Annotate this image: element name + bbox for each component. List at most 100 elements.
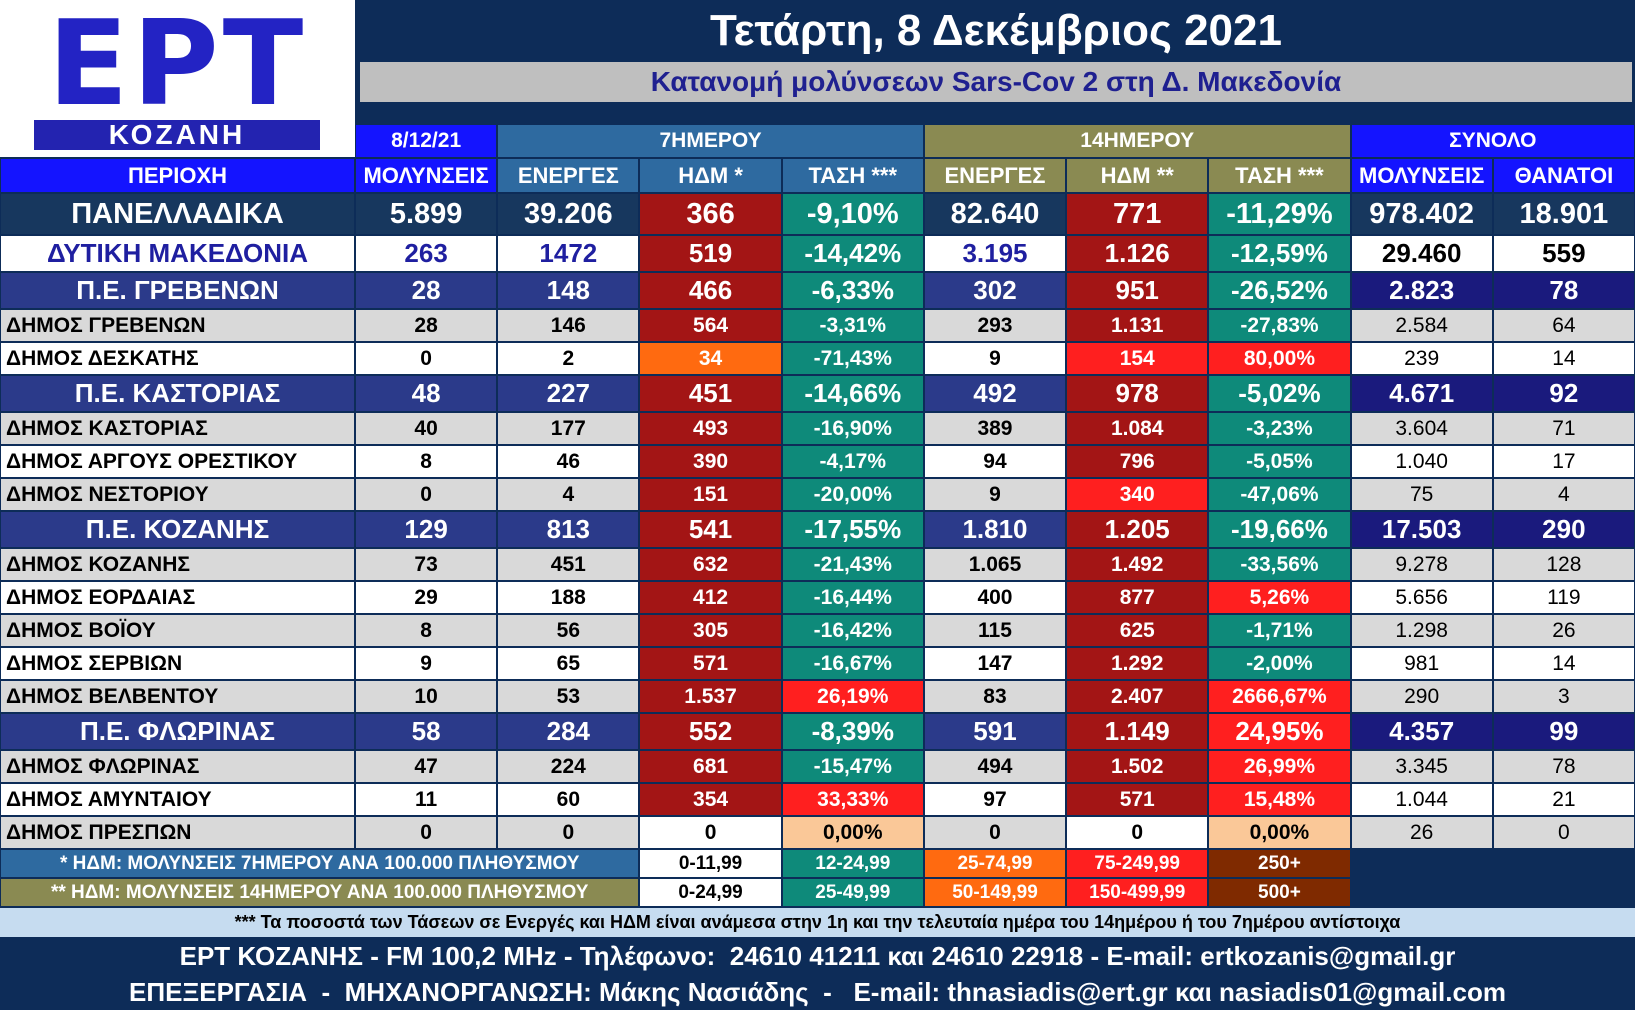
row-label: Π.Ε. ΚΟΖΑΝΗΣ [1,512,354,547]
table-cell: 5.656 [1351,582,1492,613]
column-header: ΤΑΣΗ *** [782,159,923,192]
table-cell: 2666,67% [1209,681,1350,712]
table-cell: 33,33% [782,784,923,815]
table-cell: -5,02% [1209,376,1350,411]
table-cell: 8 [356,446,497,477]
table-cell: 5,26% [1209,582,1350,613]
table-cell: 5.899 [356,194,497,234]
table-cell: 1.502 [1067,751,1208,782]
row-label: ΔΗΜΟΣ ΒΕΛΒΕΝΤΟΥ [1,681,354,712]
table-cell: 877 [1067,582,1208,613]
table-cell: -8,39% [782,714,923,749]
table-cell: -2,00% [1209,648,1350,679]
table-cell: 148 [498,273,639,308]
table-cell: 129 [356,512,497,547]
logo: ΕΡΤ [47,4,308,122]
table-cell: 571 [1067,784,1208,815]
table-cell: 400 [924,582,1066,613]
table-cell: 1.810 [924,512,1066,547]
table-cell: 28 [356,310,497,341]
table-cell: 0,00% [782,817,923,848]
table-cell: -3,31% [782,310,923,341]
table-cell: 2 [498,343,639,374]
table-cell: 3.345 [1351,751,1492,782]
table-cell: -47,06% [1209,479,1350,510]
table-cell: 451 [498,549,639,580]
group-header: 7ΗΜΕΡΟΥ [498,125,923,157]
table-cell: 591 [924,714,1066,749]
table-cell: 0 [356,817,497,848]
row-label: ΔΗΜΟΣ ΑΡΓΟΥΣ ΟΡΕΣΤΙΚΟΥ [1,446,354,477]
logo-sub: ΚΟΖΑΝΗ [34,120,320,150]
table-cell: 119 [1493,582,1634,613]
table-cell: 494 [924,751,1066,782]
row-label: ΔΗΜΟΣ ΔΕΣΚΑΤΗΣ [1,343,354,374]
table-cell: 1.292 [1067,648,1208,679]
column-header: ΗΔΜ * [640,159,781,192]
table-cell: 2.584 [1351,310,1492,341]
table-cell: -16,44% [782,582,923,613]
table-cell: 1.044 [1351,784,1492,815]
legend-range: 75-249,99 [1067,850,1208,877]
table-cell: 978 [1067,376,1208,411]
table-cell: 354 [640,784,781,815]
row-label: ΔΗΜΟΣ ΕΟΡΔΑΙΑΣ [1,582,354,613]
table-cell: -15,47% [782,751,923,782]
table-cell: -12,59% [1209,236,1350,271]
table-cell: 541 [640,512,781,547]
table-cell: 47 [356,751,497,782]
table-cell: 9 [924,479,1066,510]
table-cell: 1.149 [1067,714,1208,749]
table-cell: 340 [1067,479,1208,510]
table-cell: 28 [356,273,497,308]
table-cell: 302 [924,273,1066,308]
table-cell: 493 [640,413,781,444]
row-label: ΠΑΝΕΛΛΑΔΙΚΑ [1,194,354,234]
table-cell: 290 [1493,512,1634,547]
table-cell: 29.460 [1351,236,1492,271]
table-cell: 75 [1351,479,1492,510]
table-cell: 4.357 [1351,714,1492,749]
table-cell: -71,43% [782,343,923,374]
table-cell: 412 [640,582,781,613]
table-cell: 14 [1493,648,1634,679]
table-cell: 46 [498,446,639,477]
table-cell: 2.823 [1351,273,1492,308]
table-cell: 78 [1493,751,1634,782]
table-cell: 73 [356,549,497,580]
column-header: ΕΝΕΡΓΕΣ [498,159,639,192]
table-cell: 1.492 [1067,549,1208,580]
table-cell: 1.131 [1067,310,1208,341]
table-cell: 632 [640,549,781,580]
table-cell: 58 [356,714,497,749]
table-cell: 128 [1493,549,1634,580]
table-cell: 263 [356,236,497,271]
table-cell: 64 [1493,310,1634,341]
table-cell: 978.402 [1351,194,1492,234]
table-cell: 48 [356,376,497,411]
legend-label: ** ΗΔΜ: ΜΟΛΥΝΣΕΙΣ 14ΗΜΕΡΟΥ ΑΝΑ 100.000 Π… [1,879,639,906]
table-cell: 796 [1067,446,1208,477]
table-cell: 21 [1493,784,1634,815]
table-cell: 26,99% [1209,751,1350,782]
table-cell: 466 [640,273,781,308]
column-header: ΕΝΕΡΓΕΣ [924,159,1066,192]
column-header: ΘΑΝΑΤΟΙ [1493,159,1634,192]
table-cell: 17 [1493,446,1634,477]
table-cell: 1.205 [1067,512,1208,547]
table-cell: 305 [640,615,781,646]
table-cell: 39.206 [498,194,639,234]
table-cell: 1.537 [640,681,781,712]
table-cell: 564 [640,310,781,341]
table-cell: -16,67% [782,648,923,679]
row-label: Π.Ε. ΚΑΣΤΟΡΙΑΣ [1,376,354,411]
table-cell: 18.901 [1493,194,1634,234]
table-cell: 771 [1067,194,1208,234]
row-label: ΔΗΜΟΣ ΚΑΣΤΟΡΙΑΣ [1,413,354,444]
table-cell: -4,17% [782,446,923,477]
subtitle: Κατανομή μολύνσεων Sars-Cov 2 στη Δ. Μακ… [360,62,1632,102]
table-cell: 290 [1351,681,1492,712]
table-cell: -17,55% [782,512,923,547]
table-cell: 82.640 [924,194,1066,234]
